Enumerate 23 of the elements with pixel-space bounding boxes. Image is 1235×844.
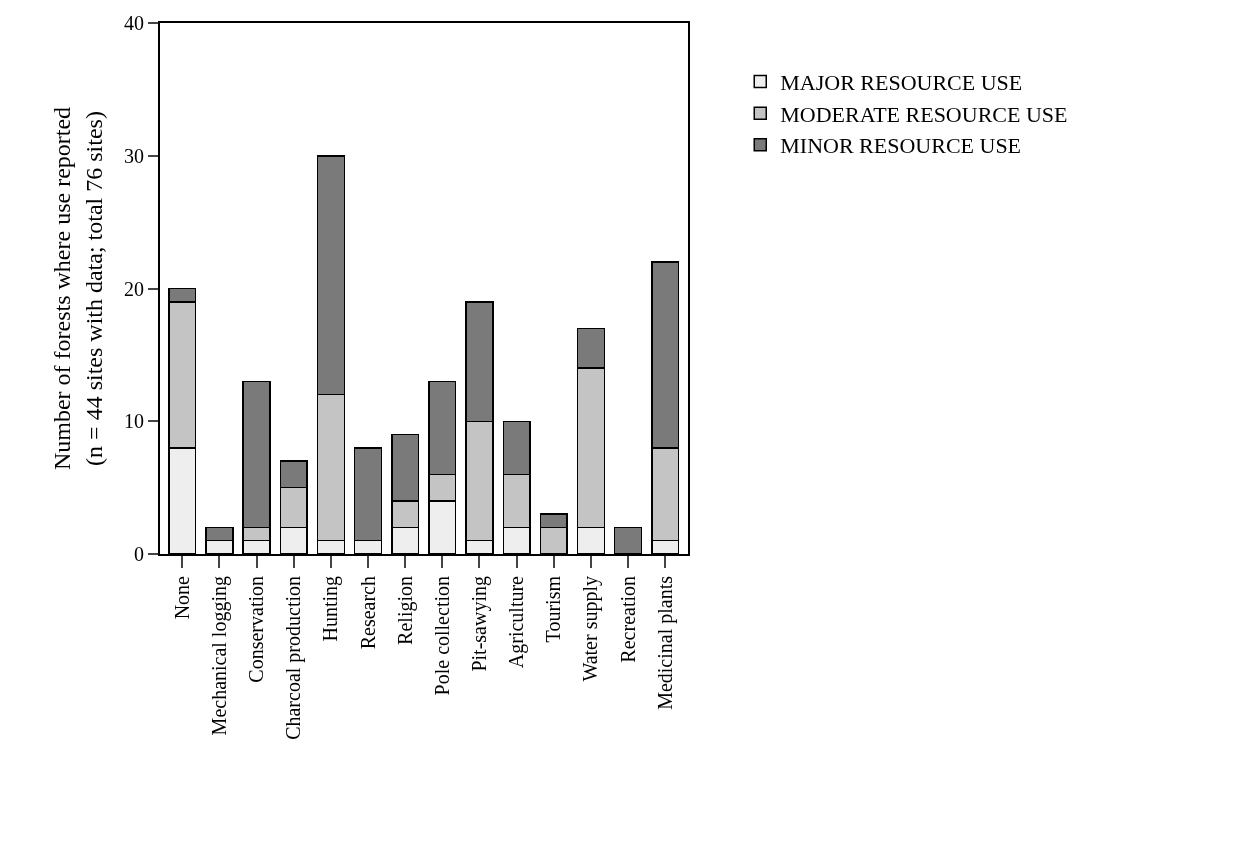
x-tick-label: None: [170, 575, 193, 620]
x-tick-label: Agriculture: [505, 575, 529, 669]
legend-label: MINOR RESOURCE USE: [780, 133, 1022, 159]
x-tick-label: Conservation: [245, 576, 268, 683]
legend-label: MAJOR RESOURCE USE: [780, 70, 1023, 96]
x-tick-label: Tourism: [542, 575, 565, 643]
y-tick-label: 20: [124, 277, 144, 300]
x-tick-label: Religion: [393, 576, 417, 645]
x-tick-label: Medicinal plants: [653, 575, 677, 710]
x-tick-label: Pit-sawying: [467, 576, 491, 672]
x-tick-label: Charcoal production: [282, 576, 306, 740]
y-tick-label: 0: [134, 543, 144, 565]
x-tick-label: Hunting: [319, 576, 343, 642]
x-tick-label: Mechanical logging: [207, 576, 231, 736]
y-tick-label: 40: [124, 12, 144, 34]
x-tick-label: Pole collection: [430, 576, 453, 696]
y-tick-label: 30: [124, 144, 144, 167]
x-tick-label: Water supply: [579, 576, 603, 682]
x-tick-label: Research: [356, 576, 379, 650]
x-tick-label: Recreation: [616, 576, 639, 663]
y-axis-title: Number of forests where use reported (n = 44 sites with data; total 76 sites): [49, 106, 107, 471]
y-tick-label: 10: [124, 410, 144, 433]
legend-label: MODERATE RESOURCE USE: [780, 101, 1068, 127]
